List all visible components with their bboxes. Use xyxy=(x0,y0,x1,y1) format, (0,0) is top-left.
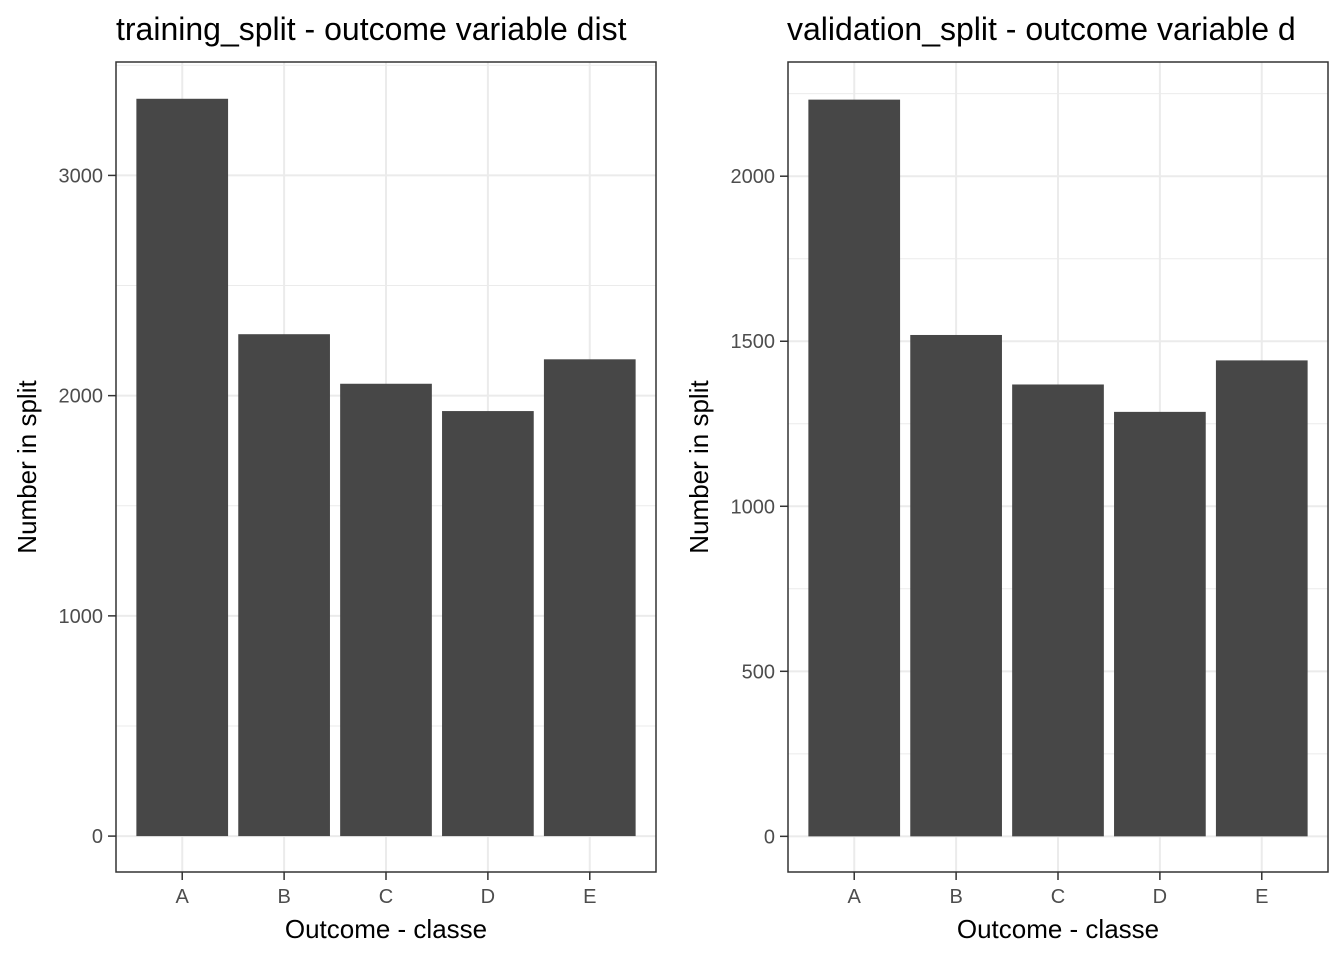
x-axis-label: Outcome - classe xyxy=(957,914,1159,944)
x-tick-label: D xyxy=(481,886,495,908)
x-axis-label: Outcome - classe xyxy=(285,914,487,944)
bar-C xyxy=(340,383,432,837)
bar-E xyxy=(543,359,636,837)
bar-E xyxy=(1215,360,1308,837)
x-tick-label: A xyxy=(176,886,190,908)
x-tick-label: B xyxy=(949,886,962,908)
y-tick-label: 1000 xyxy=(731,496,776,518)
y-tick-label: 2000 xyxy=(59,386,104,408)
bar-D xyxy=(1114,411,1206,837)
y-tick-label: 1000 xyxy=(59,606,104,628)
chart-title: validation_split - outcome variable d xyxy=(787,11,1296,47)
x-tick-label: E xyxy=(1255,886,1268,908)
training-split-panel: training_split - outcome variable dist 0… xyxy=(12,11,657,944)
validation-split-chart: validation_split - outcome variable d 0 5… xyxy=(684,11,1329,944)
validation-split-panel: validation_split - outcome variable d 0 5… xyxy=(672,0,1344,960)
training-split-chart: training_split - outcome variable dist 0… xyxy=(12,11,657,944)
x-tick-label: D xyxy=(1153,886,1167,908)
x-tick-label: C xyxy=(1051,886,1065,908)
bar-A xyxy=(136,98,229,837)
y-tick-label: 500 xyxy=(742,661,775,683)
bar-B xyxy=(910,334,1002,837)
y-tick-label: 0 xyxy=(764,826,775,848)
x-tick-label: B xyxy=(277,886,290,908)
chart-title: training_split - outcome variable dist xyxy=(116,11,627,47)
bar-C xyxy=(1012,384,1104,837)
y-tick-label: 0 xyxy=(92,826,103,848)
y-tick-label: 1500 xyxy=(731,331,776,353)
y-tick-label: 2000 xyxy=(731,166,776,188)
y-axis-label: Number in split xyxy=(684,380,714,554)
bar-B xyxy=(238,334,330,837)
x-tick-label: E xyxy=(583,886,596,908)
x-tick-label: A xyxy=(848,886,862,908)
x-tick-label: C xyxy=(379,886,393,908)
bar-D xyxy=(442,411,534,837)
y-axis-label: Number in split xyxy=(12,380,42,554)
y-tick-label: 3000 xyxy=(59,165,104,187)
bar-A xyxy=(808,99,901,837)
